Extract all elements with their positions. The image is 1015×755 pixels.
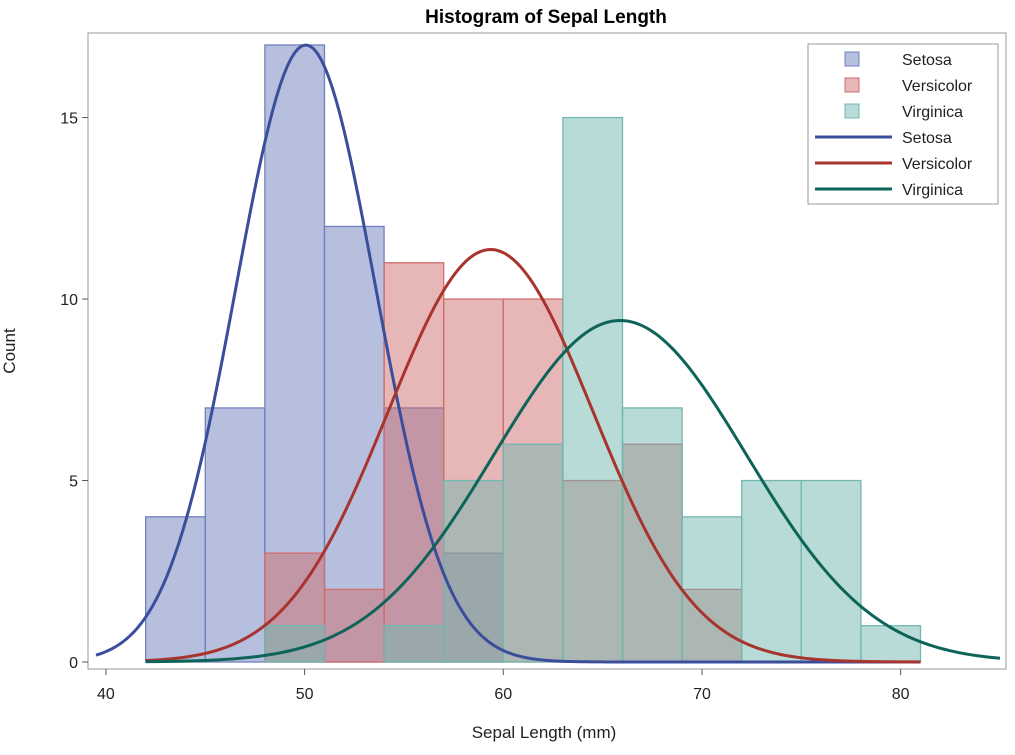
y-tick-label: 10 <box>60 292 78 309</box>
legend-box <box>807 43 999 205</box>
x-tick-label: 40 <box>97 686 115 703</box>
histogram-bar <box>741 479 802 663</box>
histogram-bar <box>383 625 445 663</box>
y-tick-label: 15 <box>60 111 78 128</box>
histogram-bar <box>204 407 266 663</box>
legend: Setosa Versicolor Virginica Setosa Versicolo… <box>807 43 999 205</box>
histogram-bar <box>502 443 564 663</box>
x-axis: 40 50 60 70 80 <box>97 669 910 703</box>
density-curve-setosa <box>95 43 921 664</box>
legend-label: Setosa <box>902 52 952 69</box>
y-tick-label: 0 <box>69 655 78 672</box>
legend-item-line-virginica: Virginica <box>815 182 963 199</box>
x-tick-label: 70 <box>693 686 711 703</box>
legend-item-bar-setosa: Setosa <box>844 51 952 69</box>
legend-item-line-setosa: Setosa <box>815 130 952 147</box>
y-axis: 0 5 10 15 <box>60 111 88 672</box>
histogram-bar <box>681 516 743 663</box>
x-tick-label: 80 <box>892 686 910 703</box>
chart-title: Histogram of Sepal Length <box>425 7 667 28</box>
density-curve-virginica <box>145 319 1001 664</box>
legend-swatch <box>844 103 860 119</box>
histogram-bar <box>562 116 624 663</box>
histogram-bar <box>860 625 922 663</box>
y-tick-label: 5 <box>69 474 78 491</box>
histogram-bar <box>264 625 326 663</box>
legend-label: Virginica <box>902 104 963 121</box>
legend-swatch <box>844 77 860 93</box>
legend-item-line-versicolor: Versicolor <box>815 156 973 173</box>
y-axis-label: Count <box>0 328 19 374</box>
x-tick-label: 50 <box>296 686 314 703</box>
density-curves <box>95 43 1001 664</box>
histogram-bar <box>443 479 504 663</box>
x-axis-label: Sepal Length (mm) <box>472 723 617 742</box>
legend-item-bar-versicolor: Versicolor <box>844 77 973 95</box>
legend-label: Versicolor <box>902 156 973 173</box>
histogram-bar <box>383 262 445 663</box>
histogram-bar <box>145 516 206 663</box>
histogram-bar <box>621 407 683 663</box>
density-curve-versicolor <box>145 248 921 664</box>
x-tick-label: 60 <box>494 686 512 703</box>
legend-label: Setosa <box>902 130 952 147</box>
histogram-bar <box>800 479 862 663</box>
histogram-bars <box>145 44 922 663</box>
legend-swatch <box>844 51 860 67</box>
legend-item-bar-virginica: Virginica <box>844 103 963 121</box>
legend-label: Versicolor <box>902 78 973 95</box>
legend-label: Virginica <box>902 182 963 199</box>
bars-virginica <box>264 116 922 663</box>
